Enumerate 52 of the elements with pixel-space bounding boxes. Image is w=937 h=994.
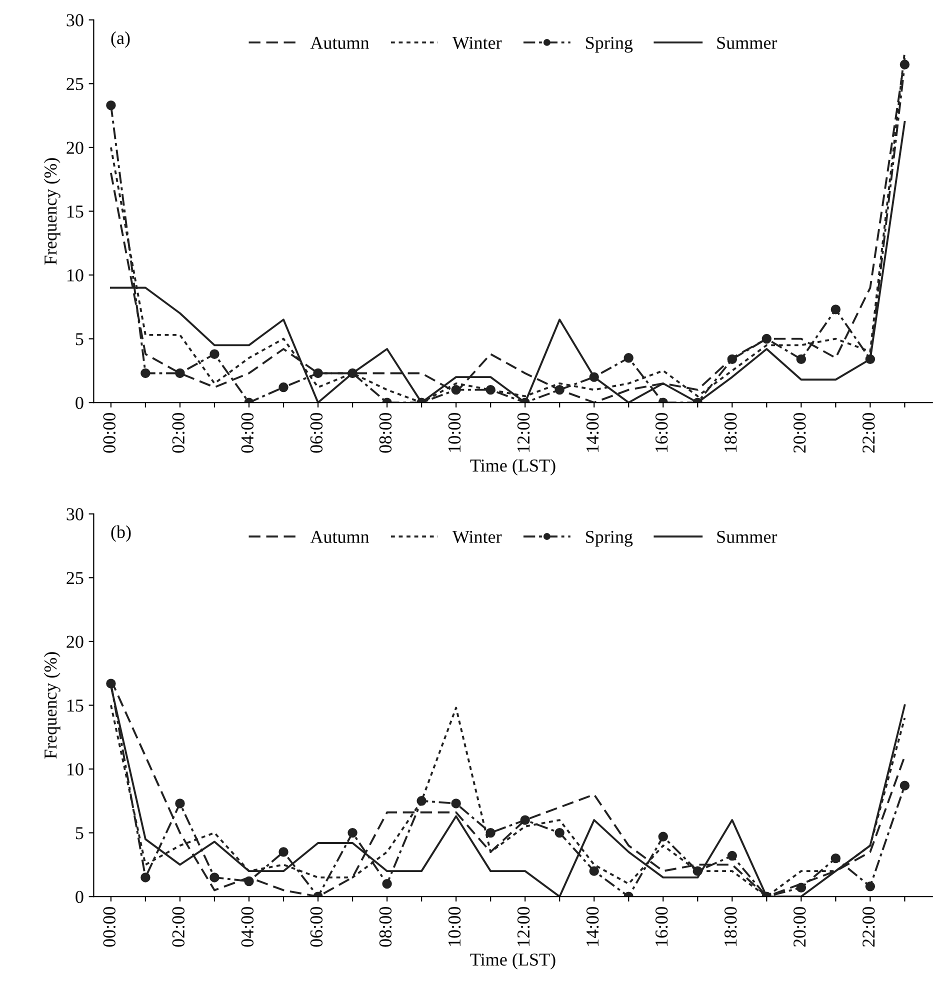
- x-tick-label: 18:00: [724, 907, 737, 946]
- y-tick-label: 20: [66, 636, 84, 648]
- x-axis-title: Time (LST): [470, 458, 556, 476]
- legend-label: Summer: [717, 530, 778, 543]
- x-tick-label: 16:00: [655, 412, 668, 452]
- x-tick-label: 14:00: [586, 412, 599, 452]
- x-tick-label: 20:00: [794, 412, 806, 453]
- x-tick-label: 06:00: [310, 412, 323, 453]
- y-tick-label: 5: [76, 827, 84, 840]
- x-tick-label: 10:00: [448, 907, 461, 946]
- legend-label: Autumn: [310, 36, 370, 49]
- y-tick-label: 30: [66, 14, 84, 26]
- legend-label: Spring: [586, 36, 633, 53]
- x-tick-label: 16:00: [655, 907, 668, 946]
- x-tick-label: 00:00: [103, 412, 116, 453]
- x-tick-label: 22:00: [862, 907, 875, 947]
- y-tick-label: 20: [66, 142, 84, 154]
- y-tick-label: 10: [68, 763, 84, 776]
- legend-label: Spring: [586, 530, 633, 547]
- legend-label: Autumn: [310, 530, 370, 543]
- y-tick-label: 25: [66, 572, 84, 584]
- y-axis-title: Frequency (%): [44, 158, 60, 265]
- x-tick-label: 04:00: [241, 907, 254, 947]
- x-tick-label: 06:00: [310, 907, 323, 947]
- y-tick-label: 0: [76, 396, 84, 410]
- legend-label: Summer: [717, 36, 778, 49]
- legend-label: Winter: [452, 36, 502, 50]
- x-axis-title: Time (LST): [470, 952, 556, 970]
- y-tick-label: 25: [66, 78, 84, 90]
- y-axis-title: Frequency (%): [44, 652, 60, 759]
- y-tick-label: 15: [68, 206, 84, 218]
- x-tick-label: 08:00: [379, 907, 392, 947]
- x-tick-label: 18:00: [724, 412, 737, 452]
- x-tick-label: 02:00: [172, 412, 185, 453]
- x-tick-label: 02:00: [172, 907, 185, 947]
- legend-label: Winter: [452, 530, 502, 544]
- x-tick-label: 00:00: [103, 907, 116, 947]
- x-tick-label: 12:00: [517, 907, 530, 946]
- y-tick-label: 15: [68, 700, 84, 712]
- y-tick-label: 10: [68, 269, 84, 282]
- x-tick-label: 08:00: [379, 412, 392, 453]
- annotation: (b): [111, 525, 131, 542]
- annotation: (a): [111, 31, 130, 48]
- y-tick-label: 0: [76, 890, 84, 904]
- x-tick-label: 22:00: [862, 412, 875, 453]
- x-tick-label: 10:00: [448, 412, 461, 452]
- y-tick-label: 30: [66, 508, 84, 520]
- x-tick-label: 12:00: [517, 412, 530, 452]
- x-tick-label: 20:00: [794, 907, 806, 947]
- x-tick-label: 14:00: [586, 907, 599, 946]
- y-tick-label: 5: [76, 333, 84, 346]
- x-tick-label: 04:00: [241, 412, 254, 453]
